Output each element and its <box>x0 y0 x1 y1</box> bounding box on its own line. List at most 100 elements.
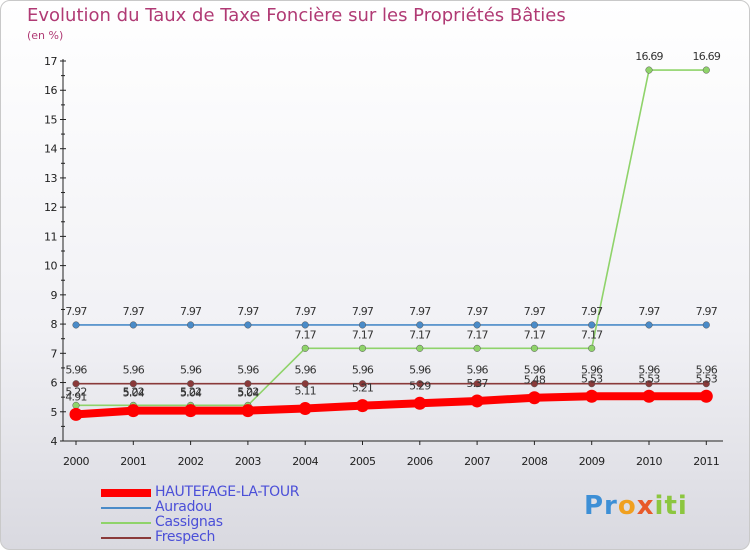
legend-swatch-frespech <box>101 537 151 539</box>
x-tick-label: 2007 <box>464 455 490 468</box>
data-point-hautefage-la-tour <box>470 394 484 408</box>
data-label-cassignas: 5.22 <box>237 385 258 398</box>
x-tick-label: 2000 <box>63 455 89 468</box>
y-tick-label: 8 <box>51 318 58 331</box>
data-label-auradou: 7.97 <box>696 305 718 318</box>
data-label-frespech: 5.96 <box>409 364 431 377</box>
data-point-frespech <box>129 380 137 388</box>
x-tick-label: 2010 <box>636 455 662 468</box>
series-line-cassignas <box>75 69 708 407</box>
data-point-auradou <box>187 321 195 329</box>
x-tick-label: 2009 <box>579 455 605 468</box>
legend-swatch-auradou <box>101 507 151 509</box>
data-label-frespech: 5.96 <box>524 364 546 377</box>
x-tick-label: 2011 <box>693 455 719 468</box>
data-point-frespech <box>530 380 538 388</box>
x-tick-label: 2004 <box>292 455 318 468</box>
data-point-cassignas <box>702 66 710 74</box>
data-label-cassignas: 7.17 <box>352 328 374 341</box>
series-line-hautefage-la-tour <box>72 392 711 419</box>
chart-unit-label: (en %) <box>27 29 64 42</box>
data-point-hautefage-la-tour <box>69 407 83 421</box>
data-point-hautefage-la-tour <box>184 404 198 418</box>
data-label-hautefage-la-tour: 5.11 <box>295 385 316 398</box>
y-tick-label: 10 <box>44 260 57 273</box>
logo-part-3: x <box>636 491 655 521</box>
data-label-hautefage-la-tour: 5.04 <box>180 387 202 400</box>
data-label-auradou: 7.97 <box>524 305 546 318</box>
data-point-auradou <box>645 321 653 329</box>
data-label-hautefage-la-tour: 5.53 <box>581 372 603 385</box>
data-point-hautefage-la-tour <box>642 389 656 403</box>
y-tick-label: 6 <box>51 377 58 390</box>
data-label-hautefage-la-tour: 5.04 <box>237 387 259 400</box>
data-label-cassignas: 5.22 <box>65 385 86 398</box>
y-tick-label: 7 <box>51 347 58 360</box>
data-label-auradou: 7.97 <box>466 305 488 318</box>
data-label-auradou: 7.97 <box>638 305 660 318</box>
data-point-hautefage-la-tour <box>356 399 369 413</box>
data-point-hautefage-la-tour <box>126 404 140 418</box>
data-point-hautefage-la-tour <box>699 389 713 403</box>
data-label-cassignas: 7.17 <box>295 328 317 341</box>
data-label-frespech: 5.96 <box>237 364 259 377</box>
data-point-auradou <box>473 321 481 329</box>
data-label-hautefage-la-tour: 4.91 <box>65 390 86 403</box>
x-tick-label: 2006 <box>407 455 433 468</box>
logo-part-2: o <box>617 491 637 521</box>
data-point-hautefage-la-tour <box>585 389 599 403</box>
data-label-hautefage-la-tour: 5.21 <box>352 382 373 395</box>
proxiti-logo: Proxiti <box>584 491 688 521</box>
y-tick-label: 5 <box>51 406 58 419</box>
legend-label-cassignas: Cassignas <box>155 514 223 530</box>
data-point-frespech <box>702 380 710 388</box>
chart-title: Evolution du Taux de Taxe Foncière sur l… <box>27 5 566 26</box>
data-point-auradou <box>244 321 252 329</box>
y-tick-label: 17 <box>44 55 57 68</box>
data-label-hautefage-la-tour: 5.48 <box>524 374 546 387</box>
y-tick-label: 13 <box>44 172 57 185</box>
data-label-auradou: 7.97 <box>123 305 145 318</box>
data-point-cassignas <box>473 344 481 352</box>
data-label-frespech: 5.96 <box>466 364 488 377</box>
data-point-auradou <box>301 321 309 329</box>
data-label-cassignas: 7.17 <box>524 328 546 341</box>
data-label-frespech: 5.96 <box>638 364 660 377</box>
data-label-hautefage-la-tour: 5.53 <box>638 372 660 385</box>
data-point-frespech <box>588 380 596 388</box>
x-tick-label: 2008 <box>521 455 547 468</box>
logo-part-1: Pr <box>584 491 618 521</box>
data-label-hautefage-la-tour: 5.37 <box>466 377 488 390</box>
data-point-frespech <box>244 380 252 388</box>
data-point-auradou <box>530 321 538 329</box>
data-point-cassignas <box>645 66 653 74</box>
data-point-auradou <box>416 321 424 329</box>
data-label-frespech: 5.96 <box>295 364 317 377</box>
data-label-frespech: 5.96 <box>581 364 603 377</box>
data-label-frespech: 5.96 <box>352 364 374 377</box>
data-label-auradou: 7.97 <box>581 305 603 318</box>
y-tick-label: 16 <box>44 84 57 97</box>
data-label-frespech: 5.96 <box>65 364 87 377</box>
data-point-frespech <box>187 380 195 388</box>
data-point-auradou <box>358 321 367 329</box>
data-label-cassignas: 7.17 <box>409 328 431 341</box>
data-label-cassignas: 16.69 <box>635 50 663 63</box>
legend-label-hautefage: HAUTEFAGE-LA-TOUR <box>155 484 300 500</box>
data-label-auradou: 7.97 <box>352 305 374 318</box>
data-label-cassignas: 16.69 <box>693 50 721 63</box>
data-point-auradou <box>129 321 137 329</box>
legend-swatch-hautefage <box>101 489 151 497</box>
data-label-cassignas: 5.22 <box>180 385 201 398</box>
data-point-frespech <box>301 380 309 388</box>
data-label-auradou: 7.97 <box>65 305 87 318</box>
logo-part-4: iti <box>654 491 688 521</box>
data-point-frespech <box>645 380 653 388</box>
data-label-cassignas: 7.17 <box>581 328 603 341</box>
x-tick-label: 2003 <box>235 455 261 468</box>
data-point-frespech <box>358 380 367 388</box>
data-point-auradou <box>588 321 596 329</box>
x-tick-label: 2002 <box>178 455 204 468</box>
data-point-cassignas <box>358 344 367 352</box>
x-tick-label: 2001 <box>120 455 146 468</box>
